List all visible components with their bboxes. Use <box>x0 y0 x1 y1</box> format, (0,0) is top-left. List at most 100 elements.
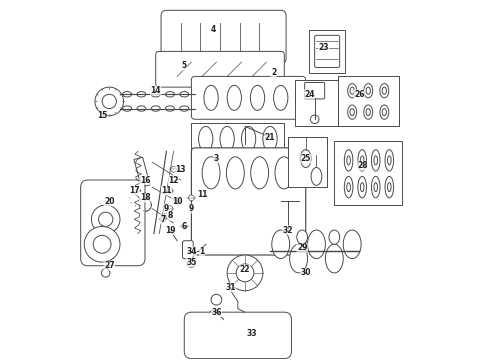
Circle shape <box>92 205 120 234</box>
Circle shape <box>171 177 176 183</box>
Ellipse shape <box>388 156 391 165</box>
FancyBboxPatch shape <box>182 241 193 258</box>
Ellipse shape <box>251 157 269 189</box>
Ellipse shape <box>371 150 380 171</box>
Text: 26: 26 <box>354 90 365 99</box>
Ellipse shape <box>122 91 132 97</box>
Text: 32: 32 <box>283 225 293 234</box>
Circle shape <box>236 264 254 282</box>
FancyBboxPatch shape <box>156 51 284 87</box>
Bar <box>309 30 345 73</box>
Circle shape <box>167 206 173 211</box>
Ellipse shape <box>344 176 353 198</box>
FancyBboxPatch shape <box>192 148 306 255</box>
Ellipse shape <box>382 87 387 94</box>
Ellipse shape <box>220 126 234 152</box>
Ellipse shape <box>382 109 387 116</box>
Circle shape <box>211 294 222 305</box>
Text: 17: 17 <box>129 186 140 195</box>
Text: 13: 13 <box>175 165 186 174</box>
Text: 23: 23 <box>318 43 329 52</box>
Ellipse shape <box>273 85 288 111</box>
Text: 29: 29 <box>297 243 307 252</box>
Ellipse shape <box>137 106 146 111</box>
Ellipse shape <box>151 91 160 97</box>
Text: 3: 3 <box>214 154 219 163</box>
Ellipse shape <box>325 244 343 273</box>
Ellipse shape <box>166 106 174 111</box>
Ellipse shape <box>358 150 367 171</box>
Circle shape <box>310 115 319 123</box>
Text: 20: 20 <box>104 197 115 206</box>
Circle shape <box>164 213 169 219</box>
Text: 11: 11 <box>197 190 207 199</box>
Text: 31: 31 <box>225 283 236 292</box>
Circle shape <box>189 195 194 201</box>
Ellipse shape <box>385 176 393 198</box>
Bar <box>288 137 327 187</box>
Ellipse shape <box>366 87 370 94</box>
Bar <box>134 157 150 187</box>
Circle shape <box>95 87 123 116</box>
Bar <box>338 76 398 126</box>
FancyBboxPatch shape <box>315 35 340 67</box>
Text: 5: 5 <box>182 61 187 70</box>
Ellipse shape <box>360 183 364 192</box>
Circle shape <box>181 224 187 229</box>
Text: 14: 14 <box>150 86 161 95</box>
Ellipse shape <box>180 91 189 97</box>
Circle shape <box>84 226 120 262</box>
Ellipse shape <box>360 156 364 165</box>
Circle shape <box>167 188 173 194</box>
Ellipse shape <box>227 85 242 111</box>
Ellipse shape <box>343 230 361 258</box>
Ellipse shape <box>374 156 377 165</box>
Bar <box>192 123 284 155</box>
Ellipse shape <box>358 176 367 198</box>
Circle shape <box>227 255 263 291</box>
Text: 28: 28 <box>358 161 368 170</box>
Ellipse shape <box>204 85 218 111</box>
Text: 15: 15 <box>97 111 107 120</box>
Ellipse shape <box>348 105 357 119</box>
Ellipse shape <box>137 91 146 97</box>
Text: 36: 36 <box>211 308 221 317</box>
Ellipse shape <box>250 85 265 111</box>
Text: 9: 9 <box>189 204 194 213</box>
Text: 25: 25 <box>300 154 311 163</box>
Text: 27: 27 <box>104 261 115 270</box>
Text: 12: 12 <box>168 176 179 185</box>
Bar <box>295 80 338 126</box>
Text: 18: 18 <box>140 193 150 202</box>
Text: 10: 10 <box>172 197 182 206</box>
Ellipse shape <box>202 157 220 189</box>
Text: 34: 34 <box>186 247 196 256</box>
Ellipse shape <box>122 106 132 111</box>
Ellipse shape <box>350 109 354 116</box>
Text: 9: 9 <box>164 204 169 213</box>
Ellipse shape <box>366 109 370 116</box>
Ellipse shape <box>180 106 189 111</box>
Ellipse shape <box>374 183 377 192</box>
Ellipse shape <box>290 244 308 273</box>
Ellipse shape <box>297 230 308 244</box>
Ellipse shape <box>263 126 277 152</box>
Text: 4: 4 <box>210 26 216 35</box>
Ellipse shape <box>300 150 311 167</box>
Text: 22: 22 <box>240 265 250 274</box>
Ellipse shape <box>166 91 174 97</box>
Ellipse shape <box>311 167 322 185</box>
Bar <box>334 141 402 205</box>
Ellipse shape <box>187 261 196 267</box>
Ellipse shape <box>380 84 389 98</box>
Text: 16: 16 <box>140 176 150 185</box>
Circle shape <box>98 212 113 226</box>
Ellipse shape <box>364 105 373 119</box>
Ellipse shape <box>371 176 380 198</box>
FancyBboxPatch shape <box>305 82 325 99</box>
Ellipse shape <box>348 84 357 98</box>
Ellipse shape <box>364 84 373 98</box>
Text: 8: 8 <box>167 211 172 220</box>
Text: 19: 19 <box>165 225 175 234</box>
Circle shape <box>101 269 110 277</box>
